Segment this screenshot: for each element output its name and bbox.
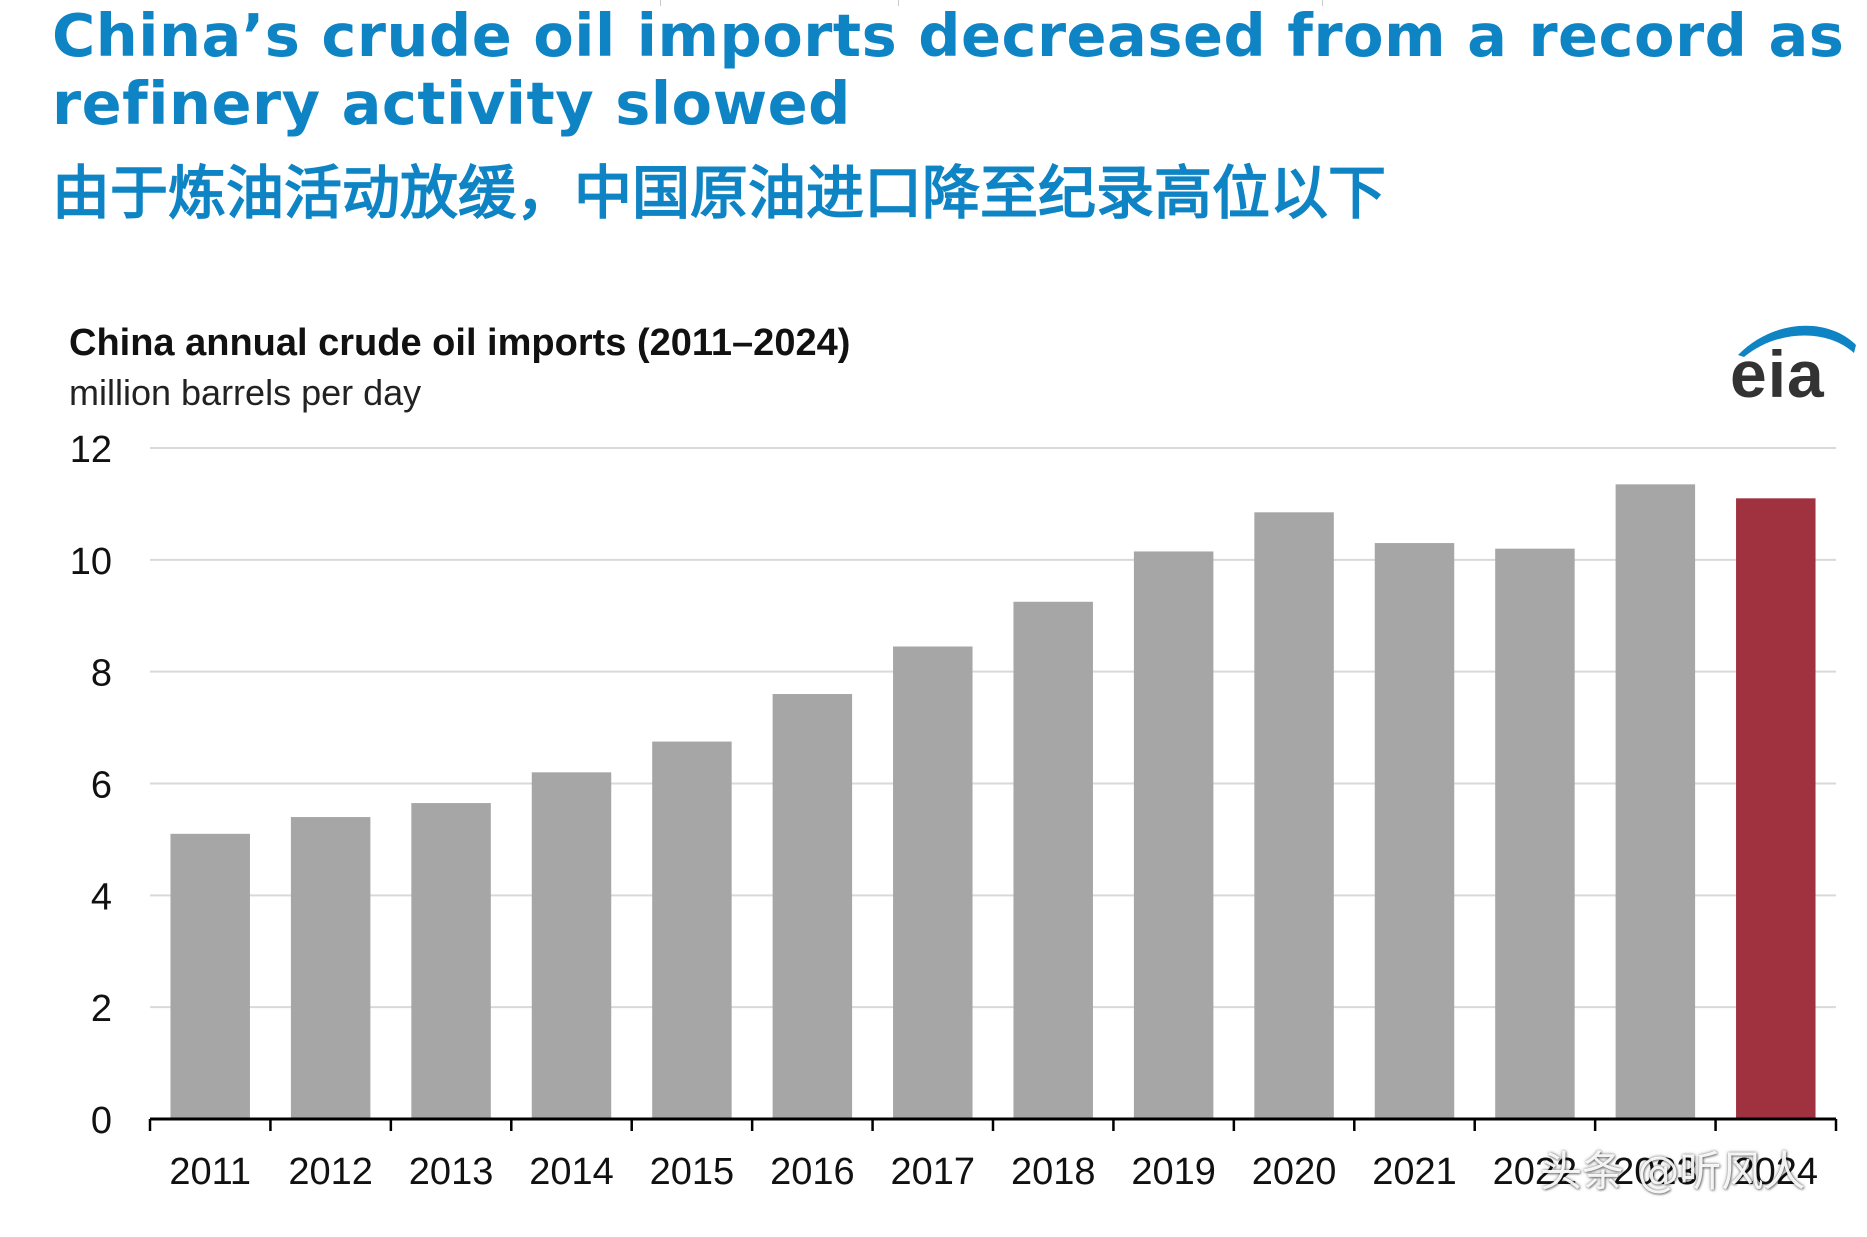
top-rule-3 — [1322, 0, 1323, 6]
headline-english: China’s crude oil imports decreased from… — [52, 1, 1845, 138]
bar-2015 — [652, 741, 732, 1119]
y-tick-label: 10 — [70, 541, 112, 583]
bar-2020 — [1254, 512, 1334, 1119]
x-tick-label: 2015 — [650, 1151, 735, 1193]
x-tick-label: 2021 — [1372, 1151, 1457, 1193]
bar-2017 — [893, 646, 973, 1119]
y-tick-label: 4 — [91, 876, 112, 918]
top-rule-2 — [898, 0, 899, 6]
top-rule-1 — [660, 0, 661, 6]
bar-2018 — [1013, 601, 1093, 1119]
x-tick-label: 2024 — [1734, 1151, 1819, 1193]
chart-subtitle: million barrels per day — [69, 372, 422, 413]
bar-2022 — [1495, 548, 1575, 1119]
x-tick-label: 2011 — [169, 1151, 251, 1193]
x-tick-label: 2012 — [288, 1151, 373, 1193]
x-tick-label: 2017 — [891, 1151, 976, 1193]
chart-title: China annual crude oil imports (2011–202… — [69, 322, 851, 364]
x-tick-label: 2022 — [1493, 1151, 1578, 1193]
x-tick-label: 2019 — [1131, 1151, 1216, 1193]
y-tick-label: 8 — [91, 653, 112, 695]
bar-2011 — [170, 833, 250, 1119]
x-tick-label: 2023 — [1613, 1151, 1698, 1193]
bar-2019 — [1133, 551, 1214, 1119]
watermark: 头条 @听风人 — [1540, 1147, 1806, 1196]
x-tick-label: 2013 — [409, 1151, 494, 1193]
x-tick-label: 2014 — [529, 1151, 614, 1193]
eia-logo-swoosh-icon — [1738, 325, 1856, 357]
bar-2014 — [531, 772, 612, 1119]
y-tick-label: 2 — [91, 988, 112, 1030]
y-tick-label: 12 — [70, 429, 112, 471]
bar-2012 — [290, 817, 371, 1119]
bar-2023 — [1615, 484, 1696, 1119]
eia-logo-text: eia — [1730, 337, 1825, 411]
x-tick-label: 2018 — [1011, 1151, 1096, 1193]
bar-2021 — [1374, 543, 1455, 1119]
x-tick-label: 2020 — [1252, 1151, 1337, 1193]
headline-chinese: 由于炼油活动放缓，中国原油进口降至纪录高位以下 — [52, 159, 1387, 227]
x-tick-label: 2016 — [770, 1151, 855, 1193]
y-tick-label: 6 — [91, 765, 112, 807]
bar-2024 — [1736, 498, 1816, 1119]
eia-logo: eia — [1718, 315, 1858, 415]
bar-2013 — [411, 803, 491, 1119]
y-tick-label: 0 — [91, 1100, 112, 1142]
bar-2016 — [772, 694, 853, 1119]
